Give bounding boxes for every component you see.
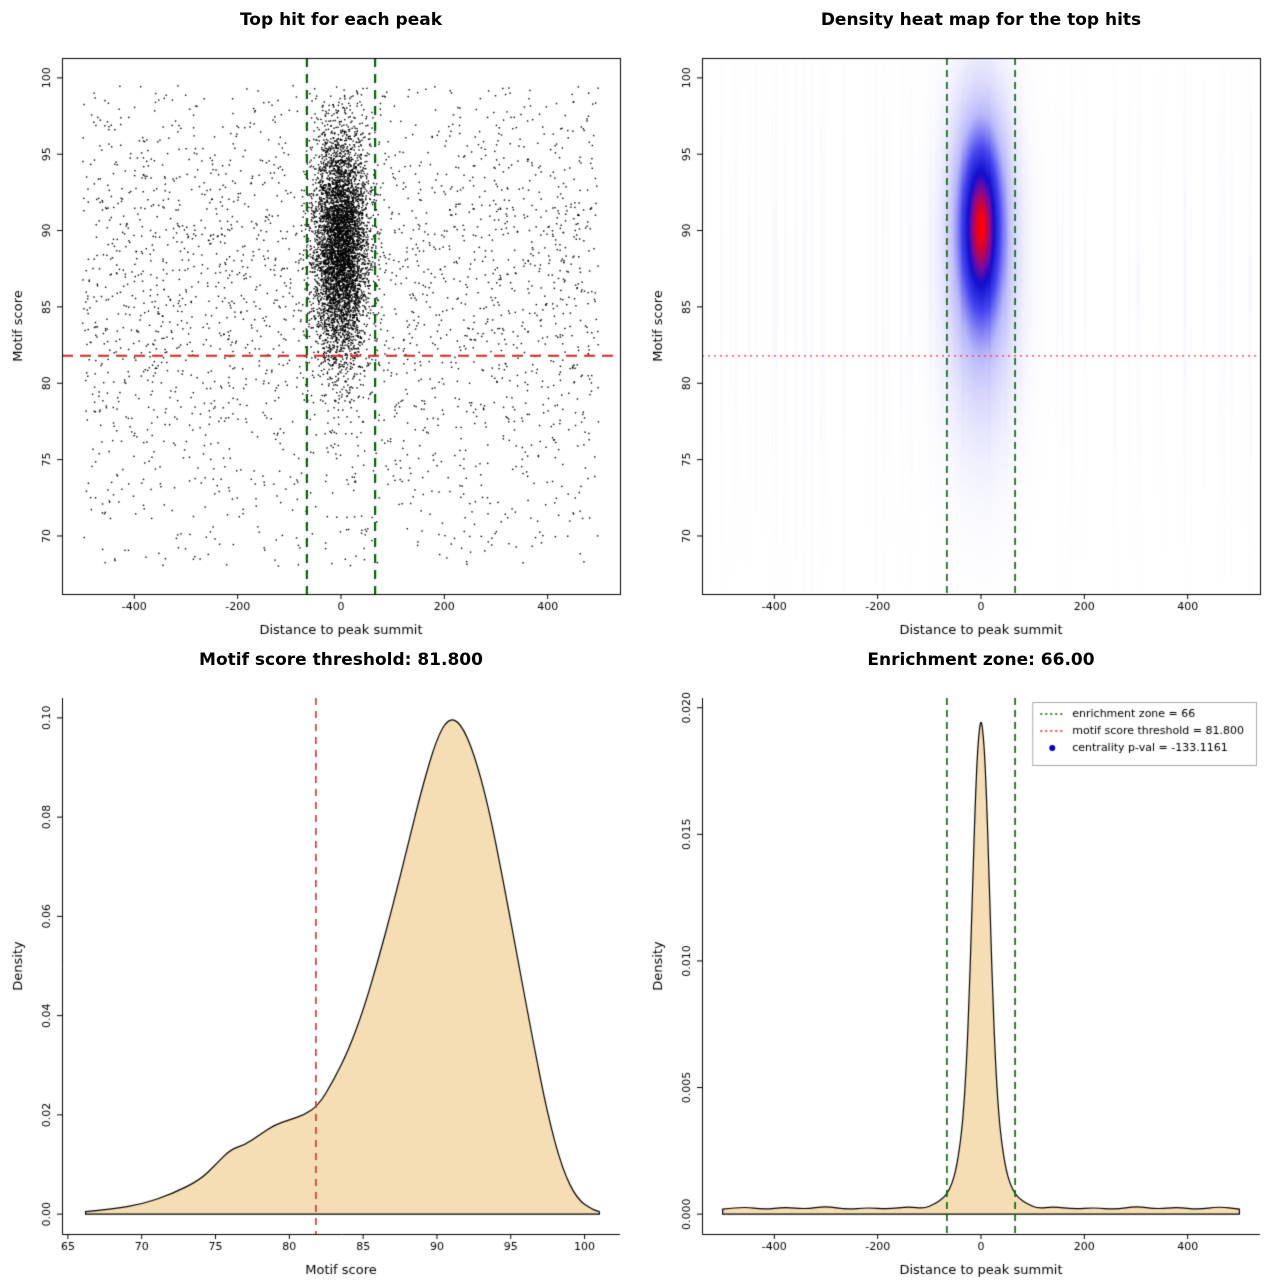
distance-density-plot-canvas	[640, 686, 1280, 1286]
distance-density-title: Enrichment zone: 66.00	[867, 650, 1095, 670]
score-density-plot-canvas	[0, 686, 640, 1286]
panel-heatmap: Density heat map for the top hits	[640, 0, 1280, 646]
panel-distance-density: Enrichment zone: 66.00	[640, 640, 1280, 1286]
score-density-title: Motif score threshold: 81.800	[199, 650, 483, 670]
heatmap-plot-canvas	[640, 46, 1280, 646]
scatter-plot-canvas	[0, 46, 640, 646]
panel-scatter: Top hit for each peak	[0, 0, 640, 646]
panel-score-density: Motif score threshold: 81.800	[0, 640, 640, 1286]
heatmap-title: Density heat map for the top hits	[820, 10, 1142, 30]
scatter-title: Top hit for each peak	[239, 10, 443, 30]
